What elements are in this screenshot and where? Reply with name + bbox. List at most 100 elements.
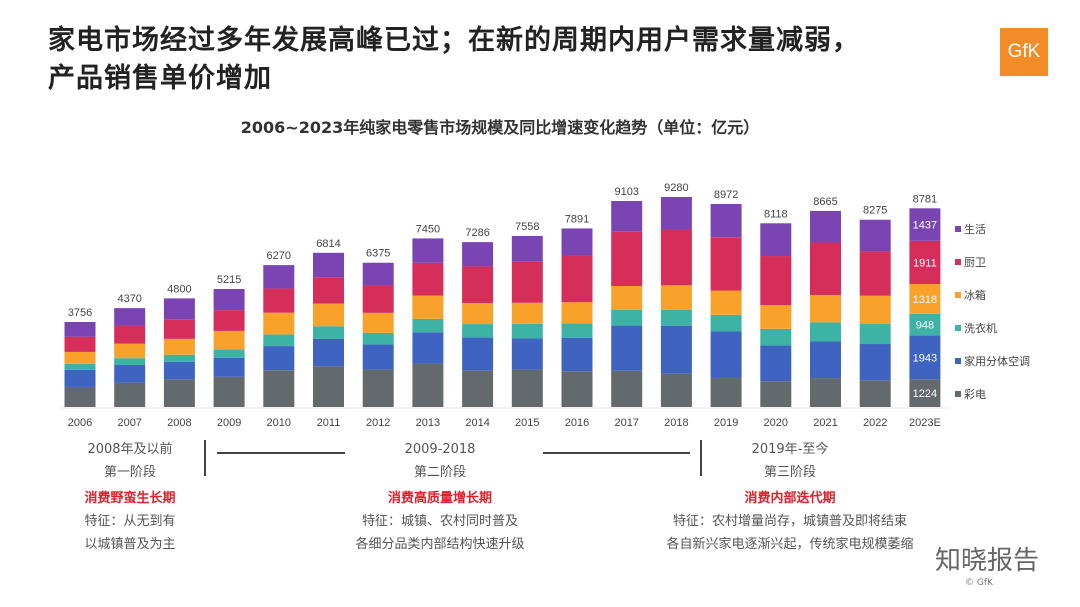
- x-tick-label: 2016: [565, 417, 589, 429]
- total-label: 8665: [813, 196, 837, 208]
- bar-segment-2014-5: [462, 242, 494, 267]
- bar-segment-2018-5: [660, 197, 692, 229]
- chart-title: 2006~2023年纯家电零售市场规模及同比增速变化趋势（单位：亿元）: [240, 118, 760, 137]
- bar-segment-2007-2: [114, 358, 146, 366]
- bar-segment-2020-0: [760, 381, 792, 407]
- bar-segment-2011-0: [313, 366, 344, 407]
- bar-segment-2019-5: [710, 203, 742, 238]
- phase-period: 2009-2018: [404, 442, 476, 457]
- bar-segment-2016-5: [561, 228, 593, 256]
- watermark: 知晓报告: [935, 546, 1040, 576]
- bar-segment-2015-1: [511, 338, 543, 370]
- bar-segment-2013-3: [412, 295, 444, 319]
- phase-connector: [543, 452, 690, 454]
- phase-stage: 第二阶段: [413, 465, 466, 480]
- bar-segment-2017-3: [611, 286, 643, 310]
- phase-divider: [700, 440, 702, 476]
- bar-segment-2009-1: [213, 357, 245, 377]
- bar-segment-2010-5: [263, 265, 295, 289]
- bar-segment-2008-4: [163, 319, 195, 339]
- bar-segment-2018-3: [660, 285, 692, 310]
- bar-segment-2013-5: [412, 238, 444, 263]
- bar-segment-2009-4: [213, 310, 245, 331]
- x-tick-label: 2009: [217, 417, 241, 429]
- total-label: 6375: [366, 248, 390, 260]
- bar-segment-2013-0: [412, 363, 444, 407]
- phase-feature: 特征：城镇、农村同时普及: [361, 514, 518, 529]
- x-tick-label: 2011: [317, 417, 341, 429]
- bar-segment-2009-0: [213, 376, 245, 407]
- phase-divider: [204, 440, 206, 476]
- total-label: 3756: [68, 307, 92, 319]
- bar-segment-2022-5: [859, 219, 891, 252]
- phase-connector: [217, 452, 345, 454]
- bar-segment-2010-0: [263, 370, 295, 407]
- bar-segment-2018-4: [660, 229, 692, 286]
- segment-value-label: 1437: [913, 220, 937, 232]
- x-tick-label: 2017: [614, 417, 638, 429]
- legend-label: 生活: [964, 222, 986, 236]
- bar-segment-2016-0: [561, 371, 593, 407]
- phase-feature: 以城镇普及为主: [84, 537, 176, 552]
- x-tick-label: 2006: [68, 417, 92, 429]
- x-tick-label: 2021: [813, 417, 837, 429]
- bar-segment-2022-4: [859, 251, 891, 296]
- bar-segment-2006-5: [64, 322, 96, 337]
- x-tick-label: 2014: [465, 417, 489, 429]
- phase-feature: 特征：农村增量尚存，城镇普及即将结束: [672, 514, 907, 529]
- bar-segment-2012-1: [362, 344, 394, 370]
- legend-swatch: [955, 226, 961, 232]
- x-tick-label: 2023E: [909, 417, 941, 429]
- total-label: 8972: [714, 189, 738, 201]
- legend-label: 洗衣机: [964, 321, 997, 335]
- bar-segment-2023E-2: [909, 313, 941, 336]
- bar-segment-2006-4: [64, 336, 96, 352]
- bar-segment-2019-3: [710, 290, 742, 315]
- bar-segment-2020-3: [760, 305, 792, 329]
- phase-period: 2008年及以前: [87, 442, 173, 457]
- legend-label: 彩电: [964, 388, 986, 401]
- total-label: 8118: [764, 208, 788, 220]
- bar-segment-2015-0: [511, 369, 543, 407]
- phase-stage: 第三阶段: [763, 465, 816, 480]
- bar-segment-2012-2: [362, 332, 394, 345]
- bar-segment-2007-5: [114, 308, 146, 326]
- phase-3: 2019年-至今 第三阶段 消费内部迭代期 特征：农村增量尚存，城镇普及即将结束…: [610, 438, 970, 556]
- bar-segment-2014-1: [462, 337, 494, 371]
- total-label: 6814: [316, 238, 340, 250]
- bar-segment-2023E-3: [909, 284, 941, 314]
- bar-segment-2011-1: [313, 338, 344, 367]
- legend-label: 家用分体空调: [964, 354, 1030, 368]
- total-label: 4370: [117, 293, 141, 305]
- x-tick-label: 2018: [664, 417, 688, 429]
- copyright: © GfK: [965, 578, 993, 588]
- slide-title: 家电市场经过多年发展高峰已过；在新的周期内用户需求量减弱， 产品销售单价增加: [48, 22, 860, 98]
- bar-segment-2023E-0: [909, 379, 941, 407]
- bar-segment-2014-0: [462, 370, 494, 407]
- bar-segment-2017-4: [611, 231, 643, 287]
- bar-segment-2008-0: [163, 379, 195, 407]
- phase-stage: 第一阶段: [103, 465, 156, 480]
- bar-segment-2015-2: [511, 323, 543, 339]
- total-label: 7450: [416, 223, 440, 235]
- bar-segment-2013-1: [412, 332, 444, 364]
- legend-swatch: [955, 358, 961, 364]
- bar-segment-2019-2: [710, 314, 742, 332]
- bar-segment-2014-3: [462, 303, 494, 325]
- gfk-logo: GfK: [1000, 28, 1048, 76]
- bar-segment-2009-3: [213, 330, 245, 350]
- bar-segment-2010-3: [263, 312, 295, 335]
- segment-value-label: 1224: [913, 388, 937, 400]
- phase-name: 消费内部迭代期: [744, 491, 836, 506]
- bar-segment-2009-5: [213, 288, 245, 311]
- bar-segment-2014-2: [462, 324, 494, 338]
- bar-segment-2022-1: [859, 344, 891, 381]
- phase-feature: 特征：从无到有: [84, 514, 176, 529]
- bar-segment-2007-3: [114, 343, 146, 359]
- phase-2: 2009-2018 第二阶段 消费高质量增长期 特征：城镇、农村同时普及 各细分…: [290, 438, 590, 556]
- bar-segment-2010-4: [263, 288, 295, 313]
- bar-segment-2022-3: [859, 295, 891, 325]
- segment-value-label: 1318: [913, 294, 937, 306]
- segment-value-label: 1911: [913, 257, 937, 269]
